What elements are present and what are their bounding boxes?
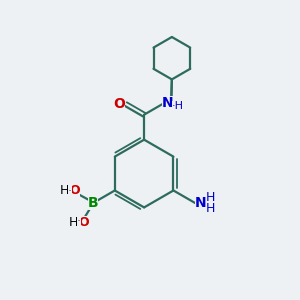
Text: ·: · [77,215,81,228]
Text: H: H [60,184,69,197]
Text: O: O [78,216,89,229]
Text: O: O [70,184,80,197]
Text: N: N [195,196,206,210]
Text: ·: · [68,185,72,198]
Text: H: H [69,216,78,229]
Text: B: B [88,196,98,210]
Text: H: H [206,191,215,204]
Text: O: O [113,97,125,111]
Text: H: H [206,202,215,215]
Text: N: N [162,96,174,110]
Text: ·H: ·H [172,101,184,111]
